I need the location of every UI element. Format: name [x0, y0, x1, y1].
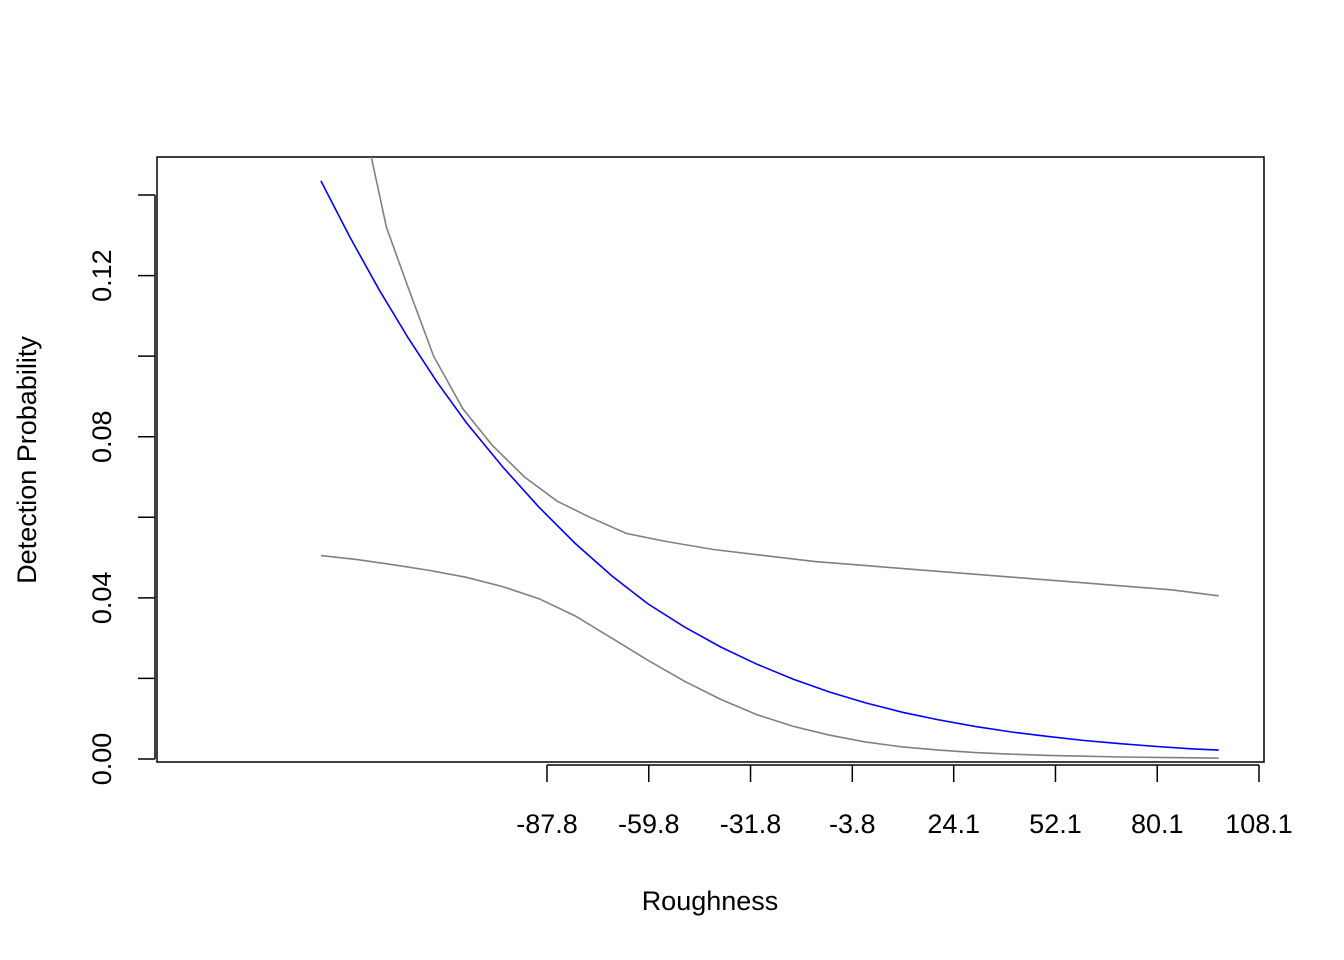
y-tick-label: 0.08: [87, 410, 117, 463]
x-tick-label: 24.1: [927, 809, 980, 839]
y-axis: 0.00 0.04 0.08 0.12: [87, 194, 156, 786]
x-tick-label: -31.8: [720, 809, 782, 839]
y-tick-label: 0.12: [87, 249, 117, 302]
series-line-fit: [320, 180, 1219, 751]
x-axis-title: Roughness: [642, 886, 779, 916]
series-line-upper: [370, 157, 1219, 597]
x-tick-label: 108.1: [1225, 809, 1293, 839]
x-axis: -87.8 -59.8 -31.8 -3.8 24.1 52.1 80.1 108.1: [516, 764, 1293, 839]
x-tick-label: -87.8: [516, 809, 578, 839]
series-line-lower: [320, 554, 1219, 759]
series-lines: [320, 157, 1219, 759]
x-tick-label: 52.1: [1029, 809, 1082, 839]
y-tick-label: 0.00: [87, 733, 117, 786]
y-axis-title: Detection Probability: [12, 336, 42, 584]
plot-frame: [156, 156, 1265, 763]
x-tick-label: -59.8: [618, 809, 680, 839]
x-tick-label: 80.1: [1131, 809, 1184, 839]
x-tick-label: -3.8: [829, 809, 876, 839]
y-tick-label: 0.04: [87, 572, 117, 625]
